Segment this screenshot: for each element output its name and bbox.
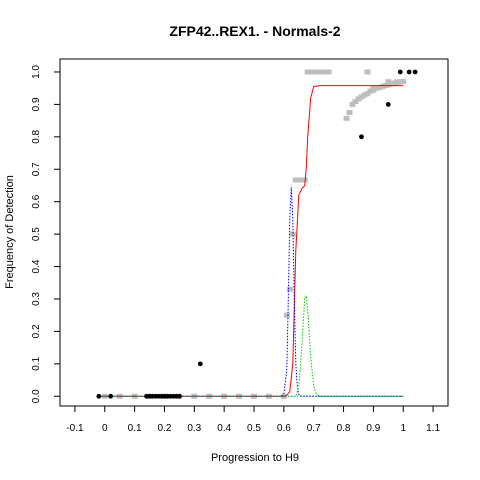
x-tick-label: 0.6 [277, 423, 291, 434]
smoothed-point [343, 115, 350, 121]
x-tick-label: 0.3 [187, 423, 201, 434]
plot-layer [96, 69, 418, 399]
data-point [108, 393, 114, 399]
x-tick-label: 0.7 [307, 423, 321, 434]
x-tick-label: 1 [400, 423, 406, 434]
smoothed-point [349, 101, 356, 107]
data-point [412, 69, 418, 75]
y-tick-label: 0.3 [31, 292, 42, 306]
data-point [385, 102, 391, 107]
data-point [406, 69, 412, 75]
y-tick-label: 0.4 [31, 259, 42, 273]
y-tick-label: 0.5 [31, 227, 42, 241]
data-point [176, 393, 182, 399]
smoothed-point [370, 85, 377, 91]
x-tick-label: -0.1 [66, 423, 84, 434]
x-axis: -0.1 0 0.1 0.2 0.3 0.4 0.5 0.6 0.7 0.8 0.9 1 1.1 [66, 406, 440, 434]
y-tick-label: 0.1 [31, 356, 42, 370]
x-tick-label: 0 [102, 423, 108, 434]
chart-title: ZFP42..REX1. - Normals-2 [169, 23, 340, 39]
y-tick-label: 0.7 [31, 162, 42, 176]
y-tick-label: 0.9 [31, 97, 42, 111]
smoothed-point [364, 91, 371, 97]
smoothed-point [286, 286, 293, 292]
series-line-3 [98, 187, 404, 397]
data-point [359, 134, 364, 140]
y-tick-label: 0.8 [31, 129, 42, 143]
smoothed-point [325, 69, 332, 75]
smoothed-point [346, 110, 353, 116]
x-tick-label: 0.9 [366, 423, 380, 434]
data-point [197, 361, 203, 367]
y-tick-label: 0.0 [31, 389, 42, 403]
smoothed-point [400, 78, 407, 84]
x-tick-label: 0.5 [247, 423, 261, 434]
x-tick-label: 0.8 [337, 423, 351, 434]
x-tick-label: 0.1 [128, 423, 142, 434]
smoothed-point [352, 98, 359, 104]
x-tick-label: 1.1 [426, 423, 440, 434]
x-tick-label: 0.2 [158, 423, 172, 434]
smoothed-point [289, 231, 296, 237]
y-axis-label: Frequency of Detection [4, 175, 16, 289]
data-point [96, 393, 102, 399]
x-axis-label: Progression to H9 [211, 452, 299, 464]
y-axis: 0.0 0.1 0.2 0.3 0.4 0.5 0.6 0.7 0.8 0.9 1.0 [31, 65, 60, 403]
y-tick-label: 0.2 [31, 324, 42, 338]
smoothed-point [364, 69, 371, 75]
y-tick-label: 1.0 [31, 65, 42, 79]
smoothed-point [385, 79, 392, 85]
x-tick-label: 0.4 [217, 423, 231, 434]
smoothed-point [394, 79, 401, 85]
y-tick-label: 0.6 [31, 194, 42, 208]
data-point [397, 69, 403, 75]
smoothed-point [283, 312, 290, 318]
